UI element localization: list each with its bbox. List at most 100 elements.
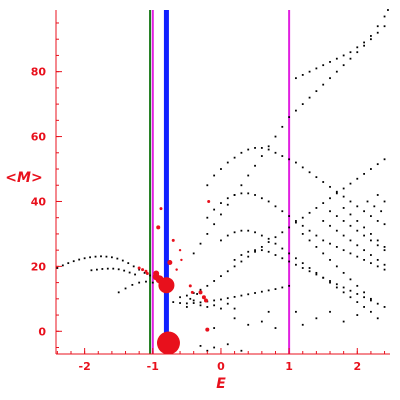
point-s0-281 <box>274 327 277 329</box>
point-s0-11 <box>116 257 119 260</box>
point-s0-157 <box>226 197 229 200</box>
point-s0-151 <box>370 215 372 217</box>
point-s0-64 <box>260 246 263 248</box>
point-s0-134 <box>254 147 256 149</box>
point-s0-155 <box>213 208 216 211</box>
point-s0-7 <box>94 255 97 258</box>
point-s0-101 <box>315 90 318 93</box>
point-s0-232 <box>335 265 338 268</box>
point-s0-12 <box>121 259 124 262</box>
point-s0-41 <box>220 298 222 301</box>
point-s0-261 <box>370 239 372 242</box>
point-s0-178 <box>370 262 372 265</box>
point-s0-143 <box>315 176 318 179</box>
point-s0-108 <box>363 44 365 47</box>
point-s1-16 <box>190 290 194 294</box>
point-s0-27 <box>134 273 136 276</box>
point-s1-8 <box>156 331 180 355</box>
point-s0-160 <box>247 192 250 195</box>
point-s0-49 <box>274 288 277 290</box>
point-s0-235 <box>356 284 359 287</box>
point-s0-56 <box>206 284 209 287</box>
point-s0-74 <box>329 197 331 200</box>
point-s0-292 <box>206 349 209 352</box>
point-s0-188 <box>267 237 270 240</box>
point-s0-66 <box>274 236 277 239</box>
point-s0-248 <box>342 207 345 209</box>
point-s0-123 <box>370 35 372 37</box>
point-s0-52 <box>179 296 181 299</box>
point-s0-250 <box>356 220 359 222</box>
point-s1-2 <box>144 269 148 273</box>
point-s0-117 <box>329 61 331 63</box>
point-s1-1 <box>141 268 145 272</box>
point-s0-278 <box>196 293 198 295</box>
point-s0-251 <box>363 226 365 229</box>
point-s0-122 <box>363 41 365 44</box>
point-s0-32 <box>145 280 147 283</box>
point-s0-270 <box>199 304 202 307</box>
point-s0-182 <box>226 234 229 237</box>
point-s0-256 <box>335 215 338 217</box>
point-s0-259 <box>356 229 359 232</box>
point-s0-94 <box>267 145 270 148</box>
point-s0-54 <box>192 292 195 294</box>
point-s0-279 <box>247 323 250 326</box>
point-s0-120 <box>349 51 352 54</box>
point-s0-88 <box>226 203 229 206</box>
point-s0-163 <box>267 200 270 203</box>
point-s0-210 <box>274 254 277 256</box>
point-s1-12 <box>171 238 175 242</box>
point-s0-132 <box>240 151 243 154</box>
point-s0-19 <box>90 269 93 272</box>
point-s0-67 <box>281 231 284 234</box>
point-s0-277 <box>189 297 192 300</box>
point-s0-20 <box>96 268 98 271</box>
point-s0-245 <box>370 254 372 256</box>
point-s0-181 <box>220 239 222 242</box>
point-s0-260 <box>363 234 365 237</box>
point-s0-159 <box>240 192 243 195</box>
point-s0-294 <box>226 343 229 346</box>
point-s0-206 <box>247 250 250 253</box>
point-s1-18 <box>201 295 206 300</box>
point-s0-131 <box>233 156 236 159</box>
point-s0-37 <box>192 302 195 304</box>
point-s0-207 <box>254 249 256 252</box>
point-s0-237 <box>370 297 372 300</box>
point-s1-21 <box>205 327 210 332</box>
point-s0-218 <box>329 280 331 282</box>
point-s0-282 <box>301 323 304 326</box>
point-s0-216 <box>315 273 318 276</box>
x-tick-label: -1 <box>147 360 159 373</box>
point-s0-222 <box>356 293 359 295</box>
point-s0-30 <box>131 283 134 286</box>
point-s0-110 <box>376 31 379 34</box>
point-s0-234 <box>349 278 352 281</box>
point-s0-217 <box>322 276 325 279</box>
point-s0-9 <box>105 255 108 258</box>
point-s1-13 <box>178 248 182 252</box>
point-s0-296 <box>199 344 202 347</box>
point-s1-14 <box>180 258 183 262</box>
point-s0-68 <box>288 226 291 229</box>
point-s0-36 <box>185 302 188 305</box>
x-axis-label: E <box>216 376 226 392</box>
point-s0-136 <box>267 148 270 151</box>
point-s0-99 <box>301 103 304 106</box>
point-s0-274 <box>226 302 229 305</box>
point-s0-268 <box>366 200 369 203</box>
point-s0-72 <box>315 207 318 209</box>
point-s0-276 <box>185 306 188 308</box>
point-s0-60 <box>233 265 236 268</box>
point-s0-29 <box>124 287 127 290</box>
point-s0-0 <box>56 267 59 269</box>
point-s0-40 <box>213 299 216 302</box>
point-s0-201 <box>356 301 359 303</box>
point-s0-1 <box>61 264 64 267</box>
point-s0-146 <box>335 190 338 193</box>
point-s0-118 <box>335 57 338 60</box>
point-s0-158 <box>233 194 236 196</box>
point-s0-4 <box>78 258 81 261</box>
point-s0-200 <box>349 296 352 299</box>
